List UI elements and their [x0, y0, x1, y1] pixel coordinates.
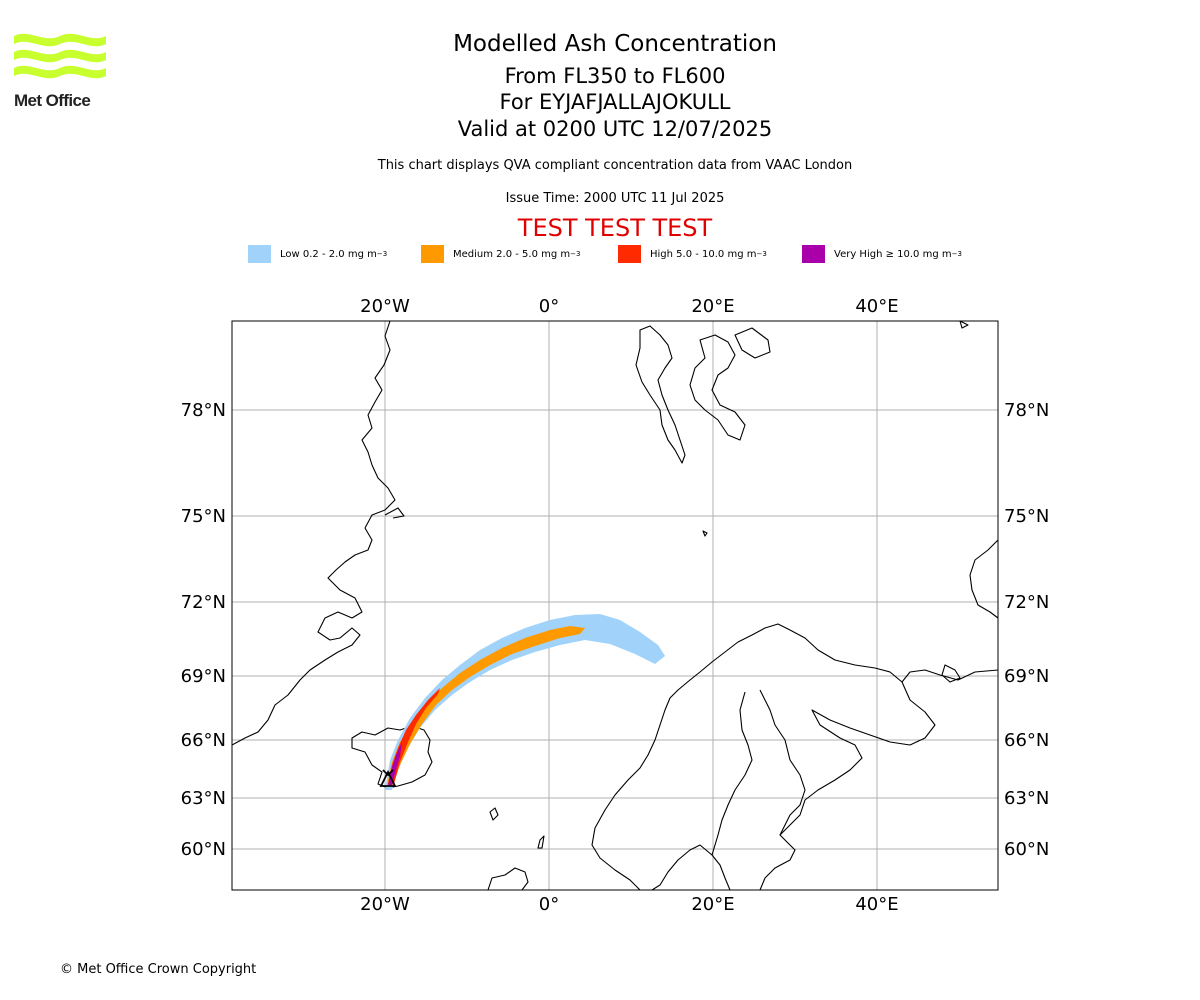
legend-item-very-high: Very High ≥ 10.0 mg m −3	[802, 244, 962, 264]
copyright-notice: © Met Office Crown Copyright	[60, 962, 257, 977]
volcano-triangle-icon	[379, 769, 397, 787]
lat-label-left-75n: 75°N	[181, 506, 226, 527]
coast-nordaustlandet	[734, 327, 771, 359]
coast-shetland	[537, 835, 545, 849]
legend-unit-medium: −3	[570, 250, 581, 258]
legend-label-high: High 5.0 - 10.0 mg m	[650, 248, 757, 260]
coastlines	[232, 321, 998, 890]
ash-plume	[385, 614, 665, 790]
lon-label-top-40e: 40°E	[855, 296, 898, 317]
issue-time: Issue Time: 2000 UTC 11 Jul 2025	[505, 191, 725, 206]
lon-label-top-20w: 20°W	[360, 296, 410, 317]
lon-label-bottom-20w: 20°W	[360, 894, 410, 915]
volcano-name: For EYJAFJALLAJOKULL	[499, 90, 731, 114]
lat-label-right-60n: 60°N	[1004, 839, 1049, 860]
coast-greenland	[232, 321, 396, 746]
flight-level-range: From FL350 to FL600	[504, 64, 726, 88]
legend-item-medium: Medium 2.0 - 5.0 mg m −3	[421, 244, 580, 264]
coast-faroe	[489, 807, 499, 821]
test-banner: TEST TEST TEST	[517, 214, 713, 242]
legend-item-high: High 5.0 - 10.0 mg m −3	[618, 244, 767, 264]
legend-swatch-high	[618, 245, 641, 263]
met-office-logo-text: Met Office	[14, 91, 91, 110]
lat-label-right-72n: 72°N	[1004, 592, 1049, 613]
coast-scotland	[487, 867, 529, 890]
legend-item-low: Low 0.2 - 2.0 mg m −3	[248, 244, 387, 264]
legend-label-low: Low 0.2 - 2.0 mg m	[280, 248, 377, 260]
valid-time: Valid at 0200 UTC 12/07/2025	[457, 117, 773, 141]
legend-unit-low: −3	[376, 250, 388, 258]
lat-label-left-66n: 66°N	[181, 730, 226, 751]
legend-unit-high: −3	[756, 250, 767, 258]
coast-greenland-fjord	[384, 507, 405, 519]
chart-title: Modelled Ash Concentration	[453, 31, 777, 57]
lat-label-right-69n: 69°N	[1004, 666, 1049, 687]
legend-label-medium: Medium 2.0 - 5.0 mg m	[453, 248, 571, 260]
coast-scandinavia	[591, 539, 998, 890]
lon-label-bottom-0: 0°	[539, 894, 559, 915]
legend-unit-very-high: −3	[951, 250, 962, 258]
coast-kvitoya	[959, 321, 969, 329]
lon-label-top-0: 0°	[539, 296, 559, 317]
coast-iceland	[351, 725, 433, 789]
met-office-logo: Met Office	[14, 30, 114, 112]
lat-label-right-78n: 78°N	[1004, 400, 1049, 421]
map-frame	[231, 320, 999, 891]
legend-label-very-high: Very High ≥ 10.0 mg m	[834, 248, 952, 260]
lat-label-left-60n: 60°N	[181, 839, 226, 860]
lat-label-right-75n: 75°N	[1004, 506, 1049, 527]
lon-label-top-20e: 20°E	[691, 296, 734, 317]
lon-label-bottom-20e: 20°E	[691, 894, 734, 915]
map-gridlines	[232, 321, 998, 890]
lat-label-left-72n: 72°N	[181, 592, 226, 613]
legend-swatch-very-high	[802, 245, 825, 263]
lat-label-right-66n: 66°N	[1004, 730, 1049, 751]
ash-very-high-region	[388, 742, 402, 786]
legend-swatch-medium	[421, 245, 444, 263]
legend-swatch-low	[248, 245, 271, 263]
coast-bjornoya	[702, 530, 708, 537]
coast-white-sea	[941, 664, 961, 683]
lat-label-left-78n: 78°N	[181, 400, 226, 421]
coast-svalbard-west	[635, 325, 686, 464]
met-office-wave-icon	[14, 33, 106, 79]
coast-gulf-bothnia	[711, 691, 753, 856]
lat-label-left-63n: 63°N	[181, 788, 226, 809]
chart-description: This chart displays QVA compliant concen…	[377, 158, 853, 173]
coast-gulf-bothnia-east	[759, 689, 806, 836]
lat-label-right-63n: 63°N	[1004, 788, 1049, 809]
lon-label-bottom-40e: 40°E	[855, 894, 898, 915]
coast-svalbard-east	[689, 334, 746, 441]
lat-label-left-69n: 69°N	[181, 666, 226, 687]
